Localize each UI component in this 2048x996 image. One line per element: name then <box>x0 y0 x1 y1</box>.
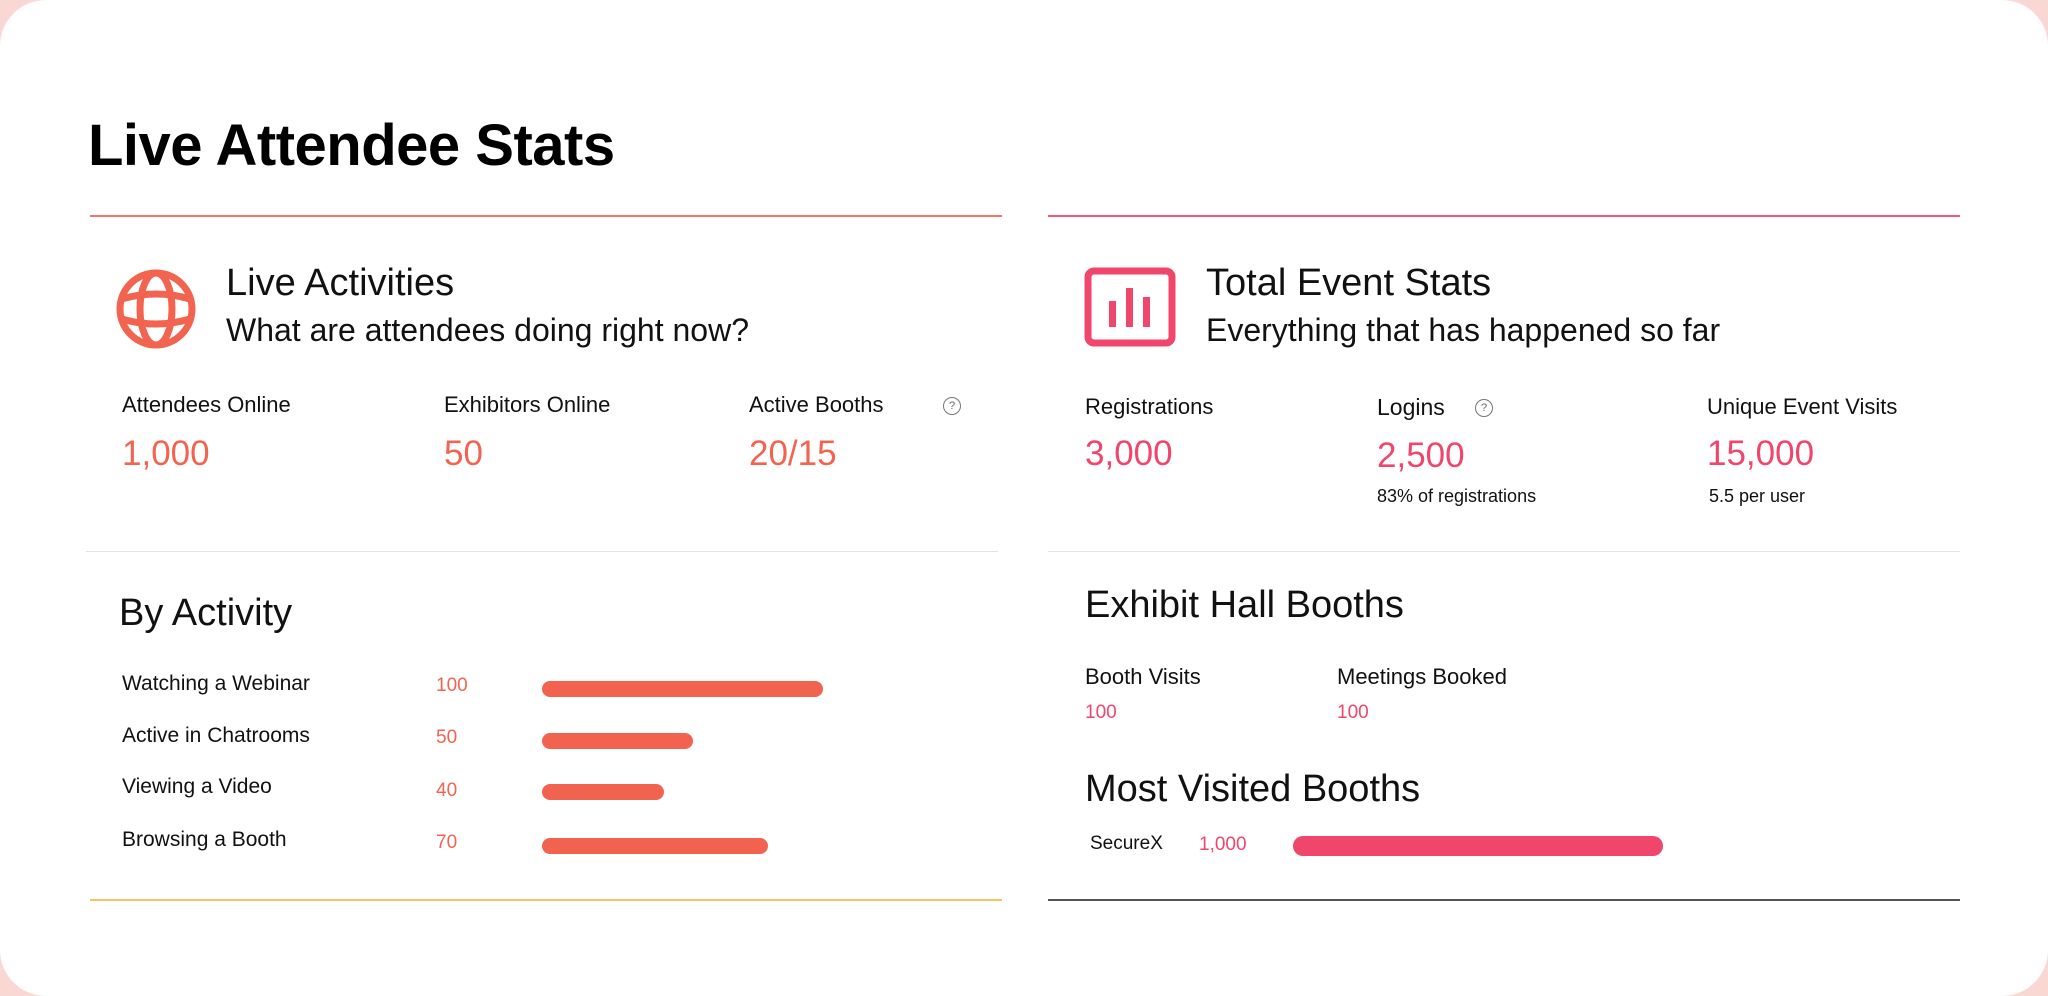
unique-visits-label: Unique Event Visits <box>1707 394 1898 419</box>
most-visited-title: Most Visited Booths <box>1085 768 1421 810</box>
page-title: Live Attendee Stats <box>88 113 615 178</box>
left-bottom-divider <box>90 899 1002 901</box>
logins-label: Logins <box>1377 394 1445 420</box>
logins-note: 83% of registrations <box>1377 486 1537 506</box>
live-activities-title: Live Activities <box>226 262 455 304</box>
registrations-label: Registrations <box>1085 394 1214 419</box>
total-event-stats-title: Total Event Stats <box>1206 262 1492 304</box>
exhibit-hall-title: Exhibit Hall Booths <box>1085 584 1404 626</box>
globe-icon <box>114 267 198 351</box>
active-booths-help-icon[interactable]: ? <box>943 397 961 415</box>
meetings-booked-label: Meetings Booked <box>1337 664 1507 689</box>
activity-label: Active in Chatrooms <box>122 724 310 747</box>
attendees-online-value: 1,000 <box>122 434 210 473</box>
live-activities-subtitle: What are attendees doing right now? <box>226 312 749 348</box>
left-top-divider <box>90 215 1002 217</box>
right-middle-divider <box>1048 551 1960 552</box>
left-middle-divider <box>86 551 998 552</box>
logins-help-icon[interactable]: ? <box>1475 399 1493 417</box>
active-booths-label: Active Booths <box>749 392 884 417</box>
activity-value: 50 <box>436 727 458 748</box>
activity-bar <box>542 838 768 854</box>
exhibitors-online-value: 50 <box>444 434 483 473</box>
booth-value: 1,000 <box>1199 834 1247 855</box>
active-booths-value: 20/15 <box>749 434 837 473</box>
attendees-online-label: Attendees Online <box>122 392 291 417</box>
logins-value: 2,500 <box>1377 436 1465 475</box>
right-top-divider <box>1048 215 1960 217</box>
activity-label: Watching a Webinar <box>122 672 310 695</box>
meetings-booked-value: 100 <box>1337 702 1369 723</box>
activity-value: 100 <box>436 675 468 696</box>
activity-bar <box>542 733 693 749</box>
activity-bar <box>542 681 823 697</box>
activity-label: Viewing a Video <box>122 775 272 798</box>
activity-value: 70 <box>436 832 458 853</box>
exhibitors-online-label: Exhibitors Online <box>444 392 611 417</box>
booth-bar <box>1293 836 1663 856</box>
booth-visits-label: Booth Visits <box>1085 664 1201 689</box>
activity-label: Browsing a Booth <box>122 828 287 851</box>
by-activity-title: By Activity <box>119 592 293 634</box>
booth-visits-value: 100 <box>1085 702 1117 723</box>
activity-bar <box>542 784 664 800</box>
activity-value: 40 <box>436 780 458 801</box>
registrations-value: 3,000 <box>1085 434 1173 473</box>
right-bottom-divider <box>1048 899 1960 901</box>
unique-visits-value: 15,000 <box>1707 434 1815 473</box>
total-event-stats-subtitle: Everything that has happened so far <box>1206 312 1721 348</box>
booth-label: SecureX <box>1090 833 1163 854</box>
unique-visits-note: 5.5 per user <box>1709 486 1806 506</box>
bar-chart-icon <box>1084 267 1176 347</box>
